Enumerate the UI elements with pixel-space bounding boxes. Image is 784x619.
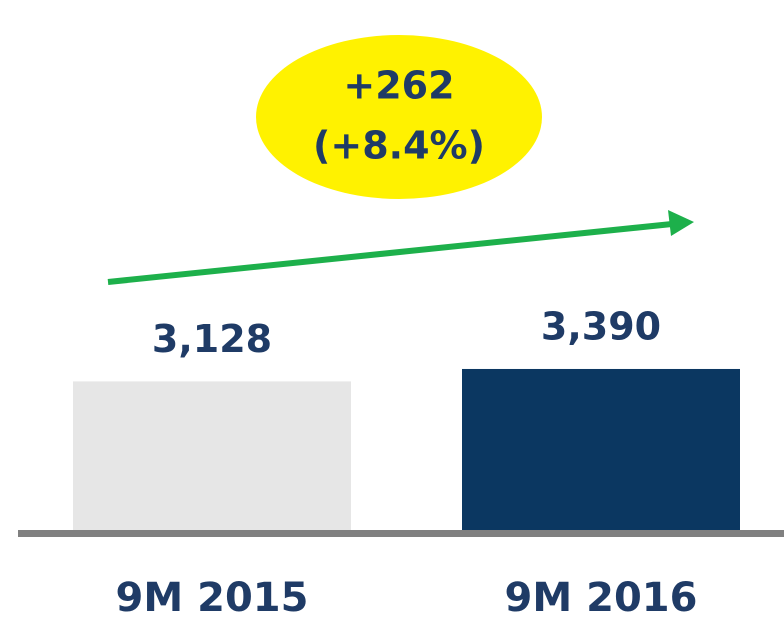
value-label: 3,390 xyxy=(541,304,661,348)
change-percent: (+8.4%) xyxy=(313,124,485,168)
change-bubble xyxy=(256,35,542,199)
bar xyxy=(73,381,351,530)
trend-arrow xyxy=(107,221,673,285)
baseline xyxy=(18,530,784,537)
change-value: +262 xyxy=(343,64,454,108)
arrow-head xyxy=(668,210,694,236)
x-tick-label: 9M 2016 xyxy=(505,575,698,619)
x-tick-label: 9M 2015 xyxy=(116,575,309,619)
bar xyxy=(462,368,740,530)
value-label: 3,128 xyxy=(152,317,272,361)
